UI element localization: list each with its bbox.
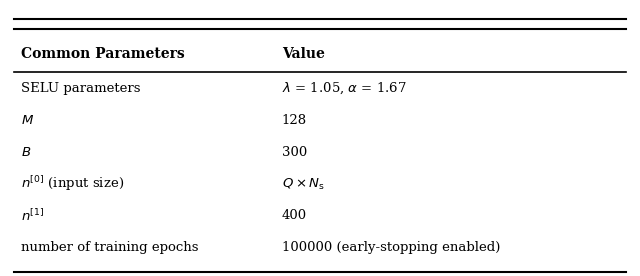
Text: $\lambda$ = 1.05, $\alpha$ = 1.67: $\lambda$ = 1.05, $\alpha$ = 1.67 — [282, 81, 406, 96]
Text: Common Parameters: Common Parameters — [20, 47, 184, 61]
Text: $n^{[1]}$: $n^{[1]}$ — [20, 208, 44, 224]
Text: $B$: $B$ — [20, 146, 31, 159]
Text: 100000 (early-stopping enabled): 100000 (early-stopping enabled) — [282, 241, 500, 254]
Text: 300: 300 — [282, 146, 307, 159]
Text: 400: 400 — [282, 209, 307, 222]
Text: SELU parameters: SELU parameters — [20, 82, 140, 95]
Text: $M$: $M$ — [20, 114, 33, 127]
Text: number of training epochs: number of training epochs — [20, 241, 198, 254]
Text: $n^{[0]}$ (input size): $n^{[0]}$ (input size) — [20, 174, 124, 193]
Text: 128: 128 — [282, 114, 307, 127]
Text: $Q \times N_{\rm s}$: $Q \times N_{\rm s}$ — [282, 176, 324, 192]
Text: Value: Value — [282, 47, 324, 61]
